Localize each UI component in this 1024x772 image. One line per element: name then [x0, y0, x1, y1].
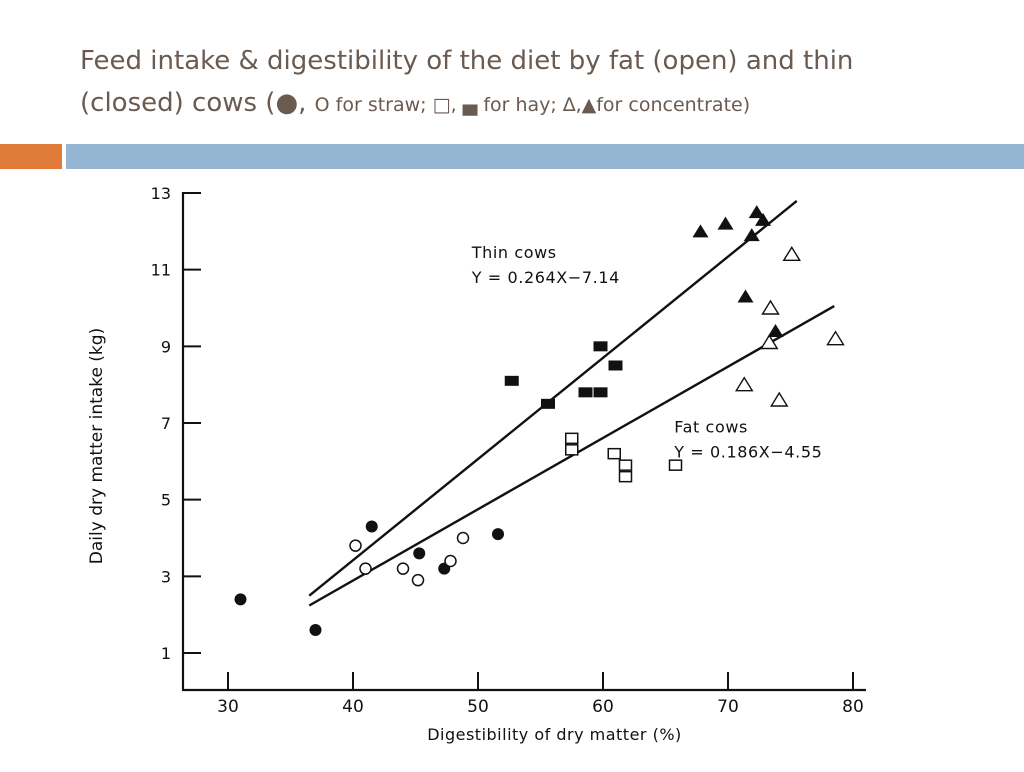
data-point-open-square: [607, 447, 621, 460]
data-point-open-square: [618, 470, 633, 483]
title-line-2-part-e: for hay; ∆,▲for concentrate): [477, 94, 751, 116]
data-point-open-triangle: [734, 376, 754, 392]
data-point-filled-circle: [309, 624, 322, 636]
data-point-open-circle: [349, 539, 362, 552]
data-point-open-triangle: [759, 334, 779, 350]
x-tick-label: 70: [717, 697, 739, 717]
data-point-filled-triangle: [748, 205, 765, 219]
title-line-2-part-b: ●,: [275, 88, 315, 118]
y-tick-label: 3: [161, 567, 171, 586]
data-point-filled-square: [541, 398, 555, 409]
x-axis-label: Digestibility of dry matter (%): [427, 725, 682, 744]
data-point-open-triangle: [826, 330, 845, 346]
y-tick-label: 1: [161, 644, 171, 663]
data-point-open-circle: [359, 562, 372, 575]
data-point-filled-square: [593, 387, 608, 398]
annotation-label: Fat cows: [674, 418, 748, 437]
data-point-filled-square: [593, 341, 608, 352]
data-point-open-triangle: [782, 245, 802, 262]
data-point-filled-circle: [413, 547, 426, 560]
annotation-label: Y = 0.186X−4.55: [673, 443, 822, 462]
title-line-2: (closed) cows (●, O for straw; □, ▄ for …: [80, 82, 980, 126]
data-point-open-square: [565, 444, 579, 456]
title-line-1: Feed intake & digestibility of the diet …: [80, 46, 854, 76]
y-axis-label: Daily dry matter intake (kg): [87, 328, 107, 564]
x-tick-label: 40: [342, 697, 364, 717]
title-line-2-part-a: (closed) cows (: [80, 88, 276, 118]
slide-title: Feed intake & digestibility of the diet …: [80, 40, 980, 126]
data-point-filled-square: [578, 387, 593, 398]
data-point-open-triangle: [769, 391, 789, 407]
data-point-open-circle: [411, 573, 425, 587]
data-point-open-square: [668, 459, 683, 471]
x-tick-label: 30: [217, 697, 239, 717]
accent-bar-orange: [0, 144, 62, 169]
regression-line: [308, 200, 798, 597]
data-point-filled-triangle: [692, 224, 709, 238]
data-point-filled-square: [608, 360, 623, 371]
annotation-label: Y = 0.264X−7.14: [471, 268, 620, 287]
y-tick-label: 11: [151, 261, 171, 280]
x-tick-label: 50: [467, 697, 489, 717]
data-point-open-circle: [456, 531, 470, 545]
x-tick-label: 80: [842, 697, 864, 717]
data-point-open-square: [618, 459, 633, 471]
x-tick-label: 60: [592, 697, 614, 717]
y-tick-label: 13: [151, 184, 171, 203]
annotation-label: Thin cows: [471, 243, 557, 262]
title-line-2-part-d: ▄: [462, 94, 478, 116]
data-point-filled-circle: [234, 593, 247, 606]
data-point-filled-triangle: [767, 324, 784, 337]
data-point-open-triangle: [761, 299, 780, 315]
y-tick-label: 7: [161, 414, 171, 433]
y-tick-label: 5: [161, 491, 171, 510]
data-point-filled-circle: [492, 528, 504, 541]
data-point-open-circle: [396, 562, 410, 575]
accent-bar: [0, 144, 1024, 169]
accent-bar-blue: [66, 144, 1024, 169]
data-point-open-square: [565, 432, 579, 445]
data-point-filled-triangle: [737, 289, 754, 303]
data-point-filled-triangle: [717, 216, 734, 230]
data-point-open-circle: [444, 554, 457, 568]
chart-container: 1 3 5 7 9 11 13 30 40 50 60 70 80 Digestibility of dr…: [0, 170, 1024, 768]
title-line-2-part-c: O for straw; □,: [314, 94, 463, 116]
data-point-filled-circle: [365, 520, 378, 533]
data-point-filled-square: [504, 375, 519, 386]
data-point-filled-triangle: [755, 212, 771, 226]
regression-line: [308, 305, 835, 607]
y-tick-label: 9: [161, 337, 171, 356]
data-point-filled-triangle: [743, 228, 760, 242]
